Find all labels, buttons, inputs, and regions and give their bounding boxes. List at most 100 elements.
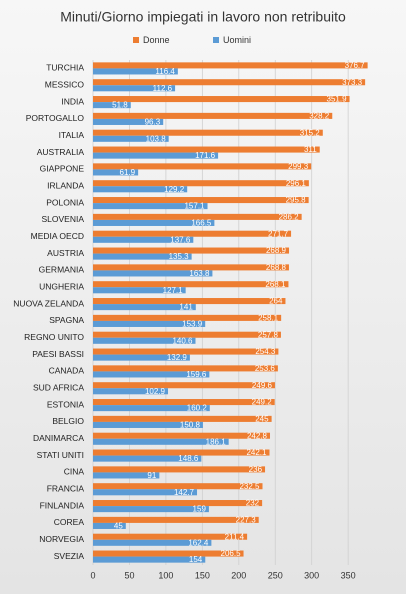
- y-tick-label: IRLANDA: [47, 181, 84, 191]
- bar: [93, 432, 271, 439]
- y-tick-label: PORTOGALLO: [26, 113, 85, 123]
- y-tick-label: DANIMARCA: [33, 433, 84, 443]
- bar: [93, 449, 270, 456]
- bar: [93, 219, 215, 226]
- bar: [93, 483, 263, 490]
- value-label: 157.1: [184, 202, 205, 211]
- y-tick-label: CINA: [64, 467, 85, 477]
- y-tick-label: SPAGNA: [49, 315, 84, 325]
- x-tick-label: 0: [90, 570, 95, 580]
- y-tick-label: REGNO UNITO: [24, 332, 84, 342]
- bar: [93, 556, 206, 563]
- value-label: 211.4: [225, 532, 245, 541]
- y-tick-label: ESTONIA: [47, 399, 84, 409]
- bar: [93, 281, 289, 288]
- value-label: 315.2: [300, 128, 321, 137]
- legend-label: Uomini: [223, 35, 251, 45]
- bar: [93, 96, 350, 103]
- value-label: 91: [147, 471, 156, 480]
- value-label: 257.8: [258, 330, 279, 339]
- bar: [93, 354, 190, 361]
- value-label: 45: [114, 522, 123, 531]
- y-tick-label: AUSTRIA: [47, 248, 84, 258]
- x-tick-label: 250: [268, 570, 283, 580]
- value-label: 141: [179, 303, 193, 312]
- value-label: 154: [189, 555, 203, 564]
- bar: [93, 264, 289, 271]
- bar: [93, 180, 309, 187]
- y-tick-label: TURCHIA: [46, 63, 84, 73]
- value-label: 96.3: [145, 118, 161, 127]
- y-tick-label: PAESI BASSI: [32, 349, 84, 359]
- bar: [93, 298, 286, 305]
- bar: [93, 399, 275, 406]
- legend-swatch: [133, 37, 139, 43]
- bar: [93, 146, 320, 153]
- bar: [93, 197, 309, 204]
- bar: [93, 500, 263, 507]
- value-label: 159.6: [186, 370, 207, 379]
- value-label: 103.8: [146, 134, 167, 143]
- bar: [93, 102, 131, 109]
- y-tick-label: SVEZIA: [54, 551, 85, 561]
- bar: [93, 129, 323, 136]
- bar: [93, 320, 206, 327]
- bar: [93, 247, 290, 254]
- y-tick-label: GERMANIA: [39, 265, 85, 275]
- bar: [93, 388, 169, 395]
- bar: [93, 533, 248, 540]
- value-label: 296.1: [286, 179, 307, 188]
- bar: [93, 415, 272, 422]
- x-tick-label: 150: [195, 570, 210, 580]
- value-label: 135.3: [169, 252, 190, 261]
- bar: [93, 405, 210, 412]
- y-tick-label: MEDIA OECD: [31, 231, 84, 241]
- legend-swatch: [213, 37, 219, 43]
- bar: [93, 438, 229, 445]
- value-label: 127.1: [163, 286, 184, 295]
- bar: [93, 550, 244, 557]
- value-label: 227.3: [236, 515, 257, 524]
- value-label: 268.9: [266, 246, 287, 255]
- bar: [93, 472, 160, 479]
- value-label: 253.6: [255, 364, 276, 373]
- value-label: 116.4: [155, 67, 175, 76]
- bar: [93, 230, 292, 237]
- value-label: 162.4: [188, 538, 209, 547]
- bar: [93, 203, 208, 210]
- value-label: 186.1: [206, 437, 227, 446]
- value-label: 242.1: [246, 448, 267, 457]
- bar: [93, 79, 366, 86]
- x-tick-label: 100: [158, 570, 173, 580]
- value-label: 61.9: [120, 168, 136, 177]
- y-tick-label: FRANCIA: [47, 484, 85, 494]
- value-label: 268.1: [265, 280, 286, 289]
- bar: [93, 253, 192, 260]
- bar: [93, 112, 333, 119]
- bar: [93, 506, 209, 513]
- value-label: 295.8: [286, 196, 307, 205]
- bar: [93, 287, 186, 294]
- bar: [93, 421, 203, 428]
- bar: [93, 163, 312, 170]
- value-label: 299.3: [288, 162, 309, 171]
- y-tick-label: UNGHERIA: [39, 282, 84, 292]
- value-label: 258.1: [258, 313, 279, 322]
- value-label: 166.5: [191, 219, 212, 228]
- bar: [93, 539, 212, 546]
- bar: [93, 365, 278, 372]
- bar: [93, 213, 302, 220]
- y-tick-label: FINLANDIA: [40, 500, 85, 510]
- value-label: 242.8: [247, 431, 268, 440]
- y-tick-label: BELGIO: [52, 416, 84, 426]
- value-label: 148.6: [178, 454, 199, 463]
- value-label: 268.8: [266, 263, 287, 272]
- y-tick-label: INDIA: [61, 96, 84, 106]
- value-label: 137.6: [170, 235, 191, 244]
- x-tick-label: 50: [124, 570, 134, 580]
- bar: [93, 489, 198, 496]
- bar: [93, 455, 202, 462]
- value-label: 249.2: [252, 398, 273, 407]
- y-tick-label: POLONIA: [46, 197, 84, 207]
